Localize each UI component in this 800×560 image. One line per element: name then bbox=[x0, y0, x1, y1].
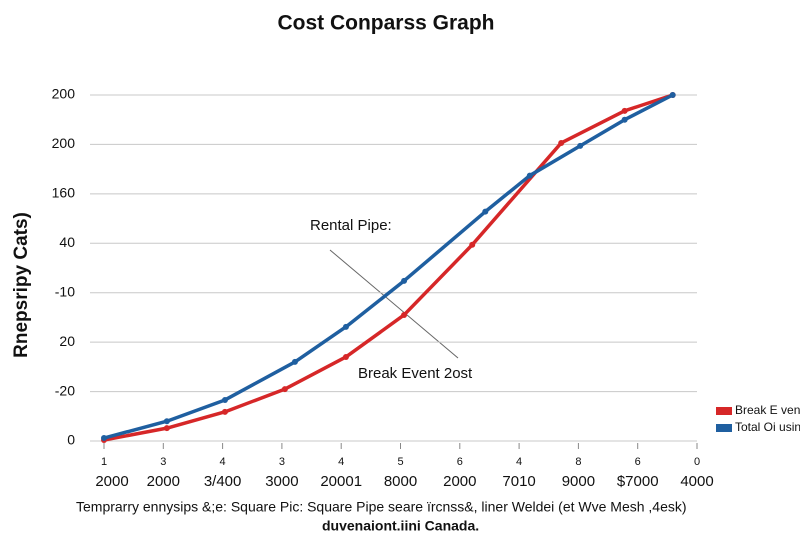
x-tick-label: 8000 bbox=[384, 473, 417, 490]
x-tick-label: 4 bbox=[516, 456, 522, 468]
point bbox=[342, 323, 349, 330]
annotation: Break Event 2ost bbox=[358, 365, 473, 382]
x-tick-label: 6 bbox=[635, 456, 641, 468]
point bbox=[577, 142, 584, 149]
annotation: Rental Pipe: bbox=[310, 217, 392, 234]
y-tick-label: 20 bbox=[59, 333, 75, 349]
y-tick-label: -10 bbox=[55, 283, 75, 299]
annotation-line bbox=[329, 249, 459, 359]
x-tick-label: 4000 bbox=[680, 473, 713, 490]
x-tick-label: $7000 bbox=[617, 473, 659, 490]
footer-text: Temprarry ennysips &;e: Square Pic: Squa… bbox=[76, 499, 687, 515]
x-tick-label: 6 bbox=[457, 456, 463, 468]
line bbox=[103, 93, 674, 442]
point bbox=[558, 139, 565, 146]
x-tick-label: 2000 bbox=[443, 473, 476, 490]
x-tick-label: 0 bbox=[694, 456, 700, 468]
x-tick-label: 20001 bbox=[320, 473, 362, 490]
legend-swatch bbox=[716, 424, 732, 432]
y-tick-label: 0 bbox=[67, 432, 75, 448]
point bbox=[291, 358, 298, 365]
point bbox=[401, 277, 408, 284]
x-tick-label: 5 bbox=[397, 456, 403, 468]
legend-swatch bbox=[716, 407, 732, 415]
point bbox=[469, 241, 476, 248]
legend-label: Break E ven bbox=[735, 403, 800, 417]
point bbox=[342, 353, 349, 360]
x-tick-label: 7010 bbox=[502, 473, 535, 490]
y-tick-label: 200 bbox=[52, 86, 76, 102]
y-tick-label: 40 bbox=[59, 234, 75, 250]
point bbox=[401, 311, 408, 318]
x-tick-label: 1 bbox=[101, 456, 107, 468]
x-tick-label: 3/400 bbox=[204, 473, 242, 490]
y-tick-label: 160 bbox=[52, 185, 76, 201]
point bbox=[221, 408, 228, 415]
point bbox=[621, 107, 628, 114]
footer-text: duvenaiont.iini Canada. bbox=[322, 518, 479, 534]
x-tick-label: 2000 bbox=[95, 473, 128, 490]
point bbox=[163, 425, 170, 432]
x-tick-label: 8 bbox=[575, 456, 581, 468]
x-tick-label: 3 bbox=[279, 456, 285, 468]
point bbox=[281, 386, 288, 393]
y-axis-label: Rnepsripy Cats) bbox=[11, 212, 32, 358]
y-tick-label: 200 bbox=[52, 135, 76, 151]
point bbox=[621, 116, 628, 123]
point bbox=[482, 208, 489, 215]
line bbox=[103, 93, 674, 440]
chart-title: Cost Conparss Graph bbox=[277, 12, 494, 35]
x-tick-label: 3000 bbox=[265, 473, 298, 490]
x-tick-label: 3 bbox=[160, 456, 166, 468]
x-tick-label: 4 bbox=[220, 456, 226, 468]
x-tick-label: 9000 bbox=[562, 473, 595, 490]
legend-label: Total Oi usiny bbox=[735, 420, 800, 434]
x-tick-label: 4 bbox=[338, 456, 344, 468]
y-tick-label: -20 bbox=[55, 382, 75, 398]
point bbox=[163, 418, 170, 425]
point bbox=[669, 92, 676, 98]
x-tick-label: 2000 bbox=[147, 473, 180, 490]
point bbox=[101, 435, 107, 442]
point bbox=[221, 396, 228, 403]
point bbox=[526, 172, 533, 179]
